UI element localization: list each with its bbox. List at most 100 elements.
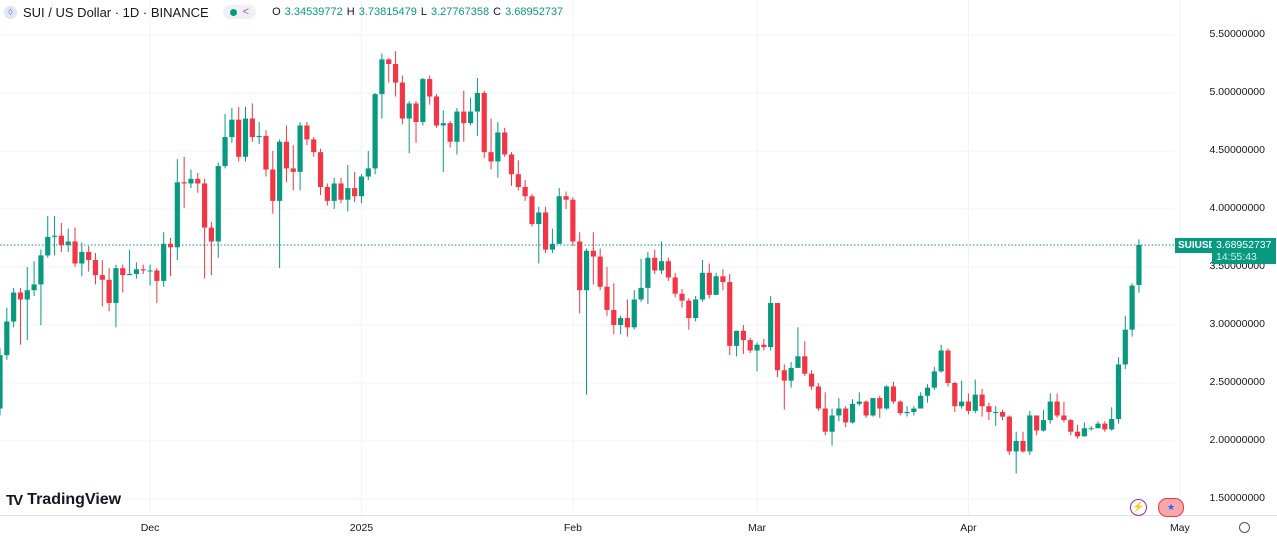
price-tick-label: 2.50000000 — [1209, 376, 1265, 388]
candle-body-down — [106, 279, 112, 303]
candle-body-up — [454, 111, 460, 142]
status-pill[interactable]: < — [222, 5, 257, 19]
candle-body-up — [161, 243, 167, 281]
candle-body-down — [727, 282, 733, 346]
low-value: 3.27767358 — [430, 6, 490, 18]
high-label: H — [346, 6, 355, 18]
candle-body-down — [270, 169, 276, 201]
candle-body-up — [1115, 364, 1122, 419]
candle-body-up — [938, 350, 944, 372]
low-label: L — [420, 6, 427, 18]
time-tick-label: Dec — [140, 522, 160, 534]
time-tick-label: Apr — [960, 522, 977, 534]
lightning-icon[interactable]: ⚡ — [1130, 499, 1147, 516]
candle-body-down — [863, 401, 869, 416]
candle-body-down — [590, 250, 596, 257]
us-flag-icon[interactable]: ★ — [1158, 498, 1184, 517]
candle-body-down — [181, 182, 187, 184]
candle-body-down — [1020, 441, 1026, 452]
candle-body-down — [86, 251, 92, 261]
candle-body-up — [1081, 428, 1087, 437]
ohlc-readout: O 3.34539772 H 3.73815479 L 3.27767358 C 3.6… — [272, 6, 563, 18]
bar-countdown: 14:55:43 — [1216, 251, 1257, 263]
candle-body-up — [65, 241, 71, 245]
high-value: 3.73815479 — [358, 6, 417, 18]
candle-body-up — [11, 292, 17, 322]
candle-body-up — [467, 111, 474, 124]
settings-icon[interactable] — [1239, 522, 1250, 533]
candle-body-up — [174, 182, 180, 248]
sui-logo-icon: ◊ — [4, 5, 17, 19]
candle-body-up — [870, 398, 876, 416]
candle-body-down — [202, 183, 208, 228]
candle-body-up — [1027, 415, 1033, 452]
symbol-tag: SUIUSD — [1175, 238, 1219, 253]
last-price-tag: 3.68952737 14:55:43 — [1212, 238, 1276, 264]
candle-body-down — [249, 118, 255, 138]
candle-body-down — [290, 168, 296, 172]
candle-body-up — [1088, 428, 1094, 430]
candle-body-down — [352, 188, 358, 197]
candle-body-down — [72, 241, 78, 264]
candle-body-up — [188, 178, 194, 184]
price-tick-label: 4.50000000 — [1209, 144, 1265, 156]
candle-body-up — [440, 123, 446, 126]
candle-body-up — [795, 356, 801, 368]
candle-body-down — [808, 373, 815, 387]
candle-body-up — [904, 412, 910, 414]
share-icon[interactable]: < — [242, 6, 250, 18]
candle-body-down — [481, 93, 487, 153]
candle-body-up — [754, 344, 760, 351]
candle-body-up — [768, 302, 774, 348]
tradingview-mark-icon: TV — [6, 491, 23, 509]
time-tick-label: Mar — [747, 522, 767, 534]
candle-body-down — [304, 125, 310, 140]
candle-body-down — [324, 186, 330, 201]
candle-body-up — [972, 394, 978, 411]
candle-body-down — [577, 241, 583, 291]
candle-body-down — [570, 199, 576, 242]
candle-body-down — [877, 398, 883, 409]
candle-body-up — [918, 395, 924, 409]
candle-body-down — [979, 394, 985, 407]
candle-body-up — [242, 118, 249, 157]
candle-body-up — [79, 251, 85, 264]
candle-body-down — [427, 79, 433, 97]
candle-body-up — [884, 386, 890, 409]
open-label: O — [272, 6, 281, 18]
candle-body-down — [154, 270, 160, 281]
candle-body-up — [358, 176, 365, 197]
candle-body-up — [638, 287, 644, 300]
candle-body-down — [386, 59, 392, 64]
candle-body-down — [740, 330, 746, 341]
candle-body-down — [1034, 415, 1040, 431]
candle-body-down — [597, 256, 603, 287]
candle-body-up — [379, 59, 385, 95]
candle-body-down — [92, 260, 99, 276]
candle-body-up — [693, 299, 699, 319]
candle-body-up — [1109, 418, 1115, 430]
candle-body-down — [624, 318, 631, 328]
candle-body-down — [843, 408, 849, 423]
symbol-title[interactable]: SUI / US Dollar · 1D · BINANCE — [23, 4, 209, 20]
candle-body-down — [311, 139, 317, 153]
time-tick-label: Feb — [563, 522, 582, 534]
candle-body-down — [890, 386, 897, 402]
candle-body-up — [215, 166, 221, 242]
candle-body-up — [556, 196, 562, 244]
candle-body-down — [447, 123, 453, 142]
open-value: 3.34539772 — [284, 6, 343, 18]
price-tick-label: 5.50000000 — [1209, 28, 1265, 40]
candle-body-down — [399, 82, 405, 119]
candle-body-up — [256, 135, 262, 138]
candle-body-down — [508, 154, 515, 175]
candle-body-down — [529, 196, 535, 225]
candle-body-up — [420, 79, 426, 122]
candle-body-up — [931, 371, 937, 388]
candle-body-up — [658, 261, 665, 271]
price-tick-label: 4.00000000 — [1209, 202, 1265, 214]
candle-body-up — [147, 270, 153, 272]
tradingview-logo[interactable]: TV TradingView — [6, 491, 121, 509]
price-tick-label: 3.00000000 — [1209, 318, 1265, 330]
